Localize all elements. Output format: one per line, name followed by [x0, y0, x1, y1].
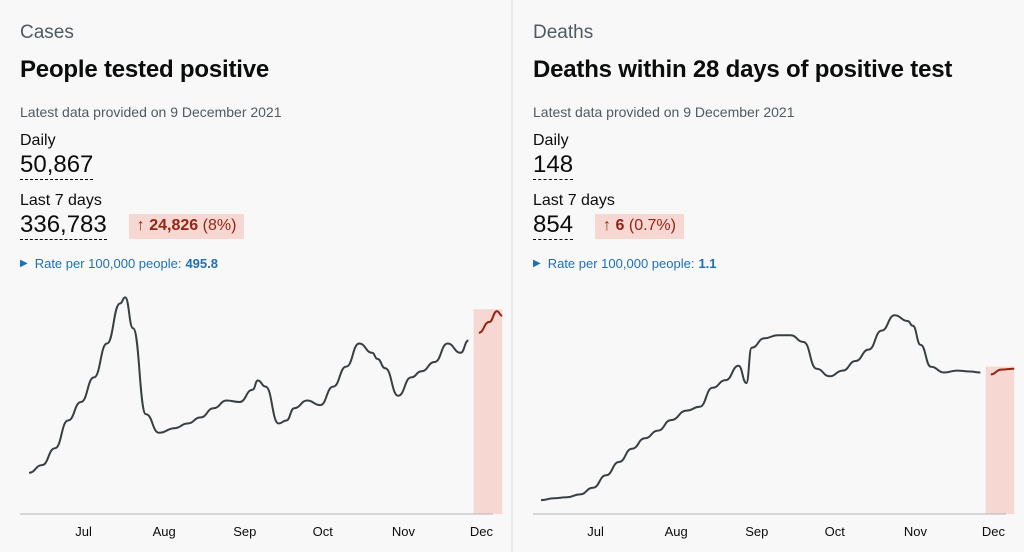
change-badge: ↑ 24,826 (8%)	[128, 213, 245, 239]
card-category: Deaths	[533, 22, 594, 43]
rate-label: Rate per 100,000 people:	[547, 256, 695, 271]
x-tick-label: Dec	[982, 524, 1006, 539]
arrow-up-icon: ↑	[136, 216, 145, 234]
rate-value: 1.1	[698, 256, 717, 271]
recent-period-highlight	[473, 309, 503, 514]
recent-series-line	[990, 367, 1015, 376]
last-7-days-value[interactable]: 854	[533, 211, 574, 240]
card-title[interactable]: People tested positive	[20, 56, 270, 83]
change-percent: (8%)	[202, 216, 237, 234]
rate-label: Rate per 100,000 people:	[34, 256, 182, 271]
card-title[interactable]: Deaths within 28 days of positive test	[533, 56, 953, 83]
x-tick-label: Oct	[825, 524, 846, 539]
change-badge: ↑ 6 (0.7%)	[595, 213, 684, 239]
change-value: 6	[615, 216, 625, 234]
x-tick-label: Jul	[75, 524, 92, 539]
x-tick-label: Aug	[153, 524, 176, 539]
latest-data-date: Latest data provided on 9 December 2021	[533, 104, 795, 120]
triangle-right-icon: ▶	[533, 258, 541, 269]
rate-toggle[interactable]: ▶ Rate per 100,000 people: 1.1	[533, 256, 1004, 271]
arrow-up-icon: ↑	[603, 216, 612, 234]
recent-series-line	[478, 310, 503, 334]
rate-value: 495.8	[185, 256, 218, 271]
x-tick-label: Sep	[745, 524, 768, 539]
daily-value[interactable]: 148	[533, 151, 574, 180]
x-tick-label: Nov	[904, 524, 928, 539]
x-tick-label: Aug	[665, 524, 688, 539]
recent-period-highlight	[985, 366, 1015, 514]
latest-data-date: Latest data provided on 9 December 2021	[20, 104, 282, 120]
rate-toggle[interactable]: ▶ Rate per 100,000 people: 495.8	[20, 256, 491, 271]
x-tick-label: Oct	[313, 524, 334, 539]
x-tick-label: Dec	[470, 524, 494, 539]
daily-value[interactable]: 50,867	[20, 151, 94, 180]
cases-card: Cases People tested positive Latest data…	[0, 0, 511, 552]
last-7-days-label: Last 7 days	[20, 192, 102, 209]
triangle-right-icon: ▶	[20, 258, 28, 269]
deaths-line-chart: Jul Aug Sep Oct Nov Dec	[533, 314, 1015, 539]
series-line	[28, 296, 469, 474]
daily-label: Daily	[533, 132, 569, 149]
x-tick-label: Nov	[392, 524, 416, 539]
deaths-card: Deaths Deaths within 28 days of positive…	[513, 0, 1024, 552]
series-line	[540, 314, 981, 502]
daily-label: Daily	[20, 132, 56, 149]
last-7-days-value[interactable]: 336,783	[20, 211, 107, 240]
change-value: 24,826	[149, 216, 199, 234]
change-percent: (0.7%)	[628, 216, 676, 234]
x-tick-label: Jul	[587, 524, 604, 539]
last-7-days-label: Last 7 days	[533, 192, 615, 209]
x-tick-label: Sep	[233, 524, 256, 539]
card-category: Cases	[20, 22, 74, 43]
cases-line-chart: Jul Aug Sep Oct Nov Dec	[20, 296, 503, 539]
